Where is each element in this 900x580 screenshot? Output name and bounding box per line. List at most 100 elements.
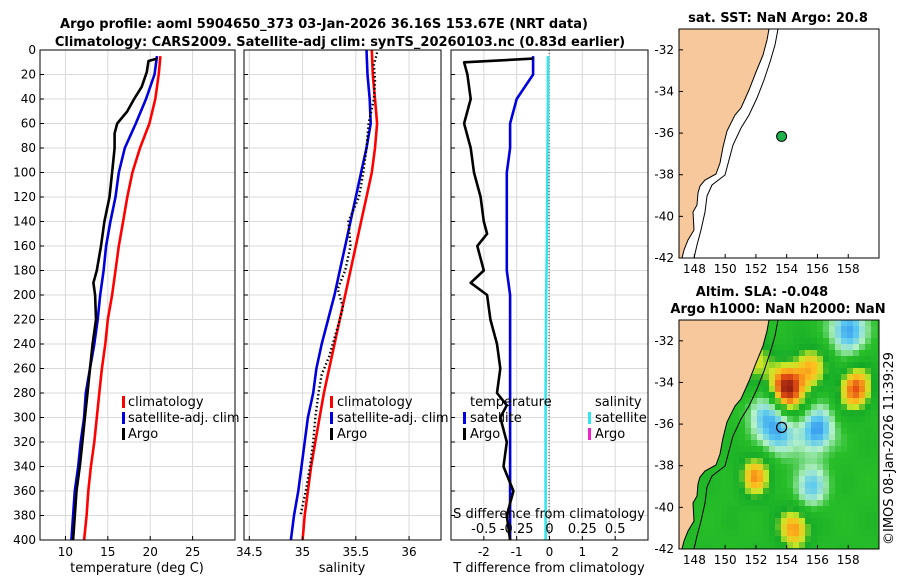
sla-cell bbox=[865, 374, 872, 381]
sla-cell bbox=[823, 542, 830, 549]
sla-cell bbox=[811, 518, 818, 525]
sla-cell bbox=[829, 530, 836, 537]
sla-cell bbox=[727, 530, 734, 537]
sla-cell bbox=[853, 536, 860, 543]
sla-cell bbox=[811, 482, 818, 489]
sla-cell bbox=[799, 320, 806, 327]
sla-cell bbox=[835, 500, 842, 507]
sla-cell bbox=[829, 500, 836, 507]
sla-cell bbox=[817, 320, 824, 327]
sla-cell bbox=[781, 512, 788, 519]
sla-cell bbox=[799, 452, 806, 459]
sla-cell bbox=[781, 458, 788, 465]
sla-cell bbox=[835, 434, 842, 441]
sla-cell bbox=[685, 530, 692, 537]
sla-cell bbox=[799, 434, 806, 441]
sla-cell bbox=[871, 416, 878, 423]
sla-cell bbox=[799, 542, 806, 549]
argo-position-marker bbox=[775, 421, 788, 433]
sla-cell bbox=[853, 368, 860, 375]
sla-cell bbox=[865, 326, 872, 333]
sla-cell bbox=[841, 524, 848, 531]
sla-cell bbox=[841, 332, 848, 339]
sla-cell bbox=[859, 338, 866, 345]
sla-cell bbox=[691, 500, 698, 507]
sla-cell bbox=[871, 404, 878, 411]
sla-cell bbox=[829, 542, 836, 549]
sla-cell bbox=[865, 536, 872, 543]
sla-cell bbox=[853, 524, 860, 531]
sla-cell bbox=[781, 380, 788, 387]
sla-cell bbox=[805, 326, 812, 333]
sla-cell bbox=[823, 434, 830, 441]
sla-cell bbox=[751, 542, 758, 549]
sla-cell bbox=[811, 320, 818, 327]
sla-cell bbox=[877, 416, 879, 423]
sla-cell bbox=[829, 536, 836, 543]
sla-cell bbox=[841, 428, 848, 435]
sla-cell bbox=[877, 404, 879, 411]
sla-cell bbox=[775, 440, 782, 447]
sla-cell bbox=[871, 380, 878, 387]
sla-cell bbox=[727, 494, 734, 501]
sla-cell bbox=[787, 434, 794, 441]
sla-cell bbox=[793, 392, 800, 399]
sla-cell bbox=[859, 536, 866, 543]
sla-cell bbox=[811, 458, 818, 465]
sla-cell bbox=[799, 326, 806, 333]
legend-swatch-s-satellite bbox=[588, 412, 591, 424]
sla-cell bbox=[829, 410, 836, 417]
sla-cell bbox=[745, 518, 752, 525]
sla-cell bbox=[763, 422, 770, 429]
sla-cell bbox=[853, 494, 860, 501]
sla-cell bbox=[739, 494, 746, 501]
sla-cell bbox=[763, 488, 770, 495]
sla-cell bbox=[781, 374, 788, 381]
y-tick-label: 320 bbox=[13, 435, 36, 449]
sla-cell bbox=[793, 506, 800, 513]
sla-cell bbox=[799, 362, 806, 369]
top-x-tick-label: 0.5 bbox=[605, 522, 626, 537]
sla-cell bbox=[829, 374, 836, 381]
sla-cell bbox=[703, 524, 710, 531]
sla-cell bbox=[763, 524, 770, 531]
sla-cell bbox=[829, 482, 836, 489]
sla-cell bbox=[817, 536, 824, 543]
sla-cell bbox=[877, 464, 879, 471]
sla-cell bbox=[769, 476, 776, 483]
sla-cell bbox=[805, 338, 812, 345]
sla-cell bbox=[787, 458, 794, 465]
sla-cell bbox=[751, 488, 758, 495]
sla-cell bbox=[709, 518, 716, 525]
sla-cell bbox=[877, 428, 879, 435]
sla-cell bbox=[871, 476, 878, 483]
sla-cell bbox=[787, 488, 794, 495]
sla-cell bbox=[871, 440, 878, 447]
sla-cell bbox=[841, 494, 848, 501]
sla-cell bbox=[721, 506, 728, 513]
sla-cell bbox=[859, 470, 866, 477]
sla-cell bbox=[817, 494, 824, 501]
sla-cell bbox=[787, 344, 794, 351]
sla-cell bbox=[727, 518, 734, 525]
sla-cell bbox=[781, 368, 788, 375]
sla-cell bbox=[847, 332, 854, 339]
sla-cell bbox=[865, 422, 872, 429]
sla-cell bbox=[739, 536, 746, 543]
y-tick-label: 120 bbox=[13, 190, 36, 204]
sla-cell bbox=[727, 458, 734, 465]
sla-cell bbox=[781, 392, 788, 399]
sla-cell bbox=[817, 476, 824, 483]
sla-cell bbox=[805, 476, 812, 483]
sla-cell bbox=[847, 542, 854, 549]
sla-cell bbox=[727, 428, 734, 435]
sla-cell bbox=[859, 344, 866, 351]
sla-cell bbox=[835, 536, 842, 543]
sla-cell bbox=[829, 488, 836, 495]
x-tick-label: 158 bbox=[837, 262, 860, 276]
sla-cell bbox=[865, 350, 872, 357]
sla-cell bbox=[835, 494, 842, 501]
sla-cell bbox=[865, 368, 872, 375]
sla-cell bbox=[751, 464, 758, 471]
sla-cell bbox=[877, 338, 879, 345]
